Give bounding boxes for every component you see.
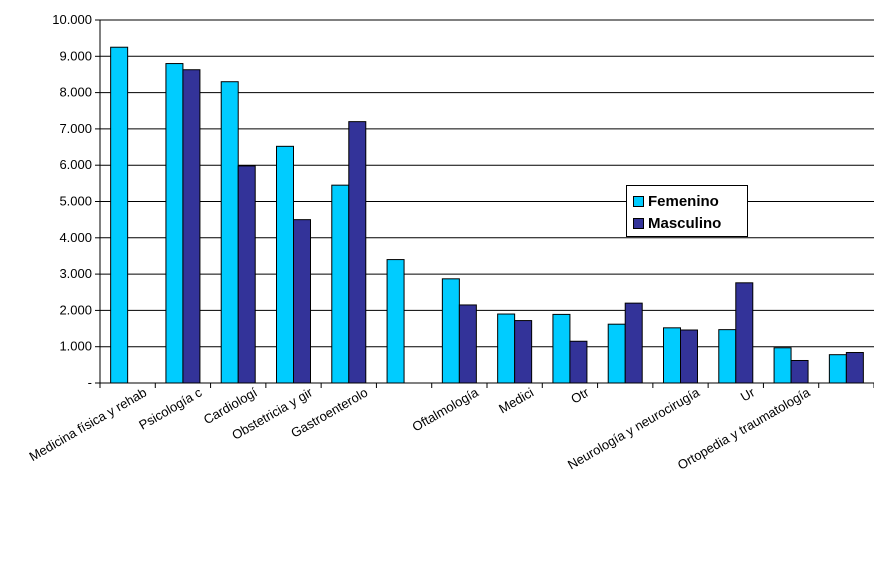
y-tick-label: 7.000	[59, 121, 92, 136]
legend-swatch-femenino	[633, 195, 644, 207]
bar-masculino	[735, 282, 754, 384]
x-tick-label: Medicina física y rehab	[27, 385, 150, 464]
bar-femenino	[441, 278, 460, 384]
legend-label-masculino: Masculino	[648, 214, 722, 232]
x-tick-label: Oftalmología	[410, 384, 482, 434]
bars	[110, 46, 864, 384]
y-axis-ticks: - 1.000 2.000 3.000 4.000 5.000 6.000 7.000 8.00…	[52, 12, 100, 390]
bar-masculino	[680, 329, 698, 384]
bar-masculino	[348, 121, 367, 384]
bar-masculino	[514, 320, 533, 384]
legend-label-femenino: Femenino	[648, 192, 719, 210]
bar-femenino	[663, 327, 681, 384]
legend: Femenino Masculino	[626, 185, 748, 237]
y-tick-label: 6.000	[59, 157, 92, 172]
y-tick-label: 8.000	[59, 85, 92, 100]
bar-femenino	[718, 329, 737, 384]
y-tick-label: 10.000	[52, 12, 92, 27]
x-tick-label: Ur	[738, 384, 758, 404]
y-tick-label: 1.000	[59, 339, 92, 354]
y-tick-label: 2.000	[59, 302, 92, 317]
bar-femenino	[607, 323, 626, 384]
bar-femenino	[276, 145, 294, 384]
bar-femenino	[386, 259, 405, 384]
y-tick-label: 5.000	[59, 194, 92, 209]
x-tick-label: Medici	[496, 385, 536, 417]
x-tick-label: Otr	[568, 384, 592, 406]
legend-swatch-masculino	[633, 217, 644, 229]
axes	[99, 20, 874, 388]
x-tick-label: Psicología c	[136, 384, 205, 432]
bar-femenino	[497, 313, 516, 384]
bar-femenino	[773, 347, 792, 384]
legend-item-femenino: Femenino	[633, 190, 747, 212]
y-tick-label: 4.000	[59, 230, 92, 245]
bar-femenino	[331, 184, 350, 384]
gridlines	[100, 19, 874, 348]
y-tick-label: -	[88, 375, 92, 390]
bar-masculino	[569, 340, 588, 384]
legend-item-masculino: Masculino	[633, 212, 747, 234]
bar-femenino	[220, 81, 239, 384]
bar-femenino	[165, 63, 184, 384]
y-tick-label: 3.000	[59, 266, 92, 281]
bar-femenino	[828, 354, 847, 384]
bar-masculino	[845, 352, 864, 384]
bar-masculino	[182, 69, 201, 384]
bar-masculino	[790, 359, 809, 384]
bar-masculino	[293, 219, 311, 384]
bar-masculino	[624, 302, 643, 384]
bar-masculino	[458, 304, 477, 384]
bar-femenino	[110, 46, 129, 384]
y-tick-label: 9.000	[59, 48, 92, 63]
bar-femenino	[552, 313, 571, 384]
bar-masculino	[237, 165, 256, 384]
